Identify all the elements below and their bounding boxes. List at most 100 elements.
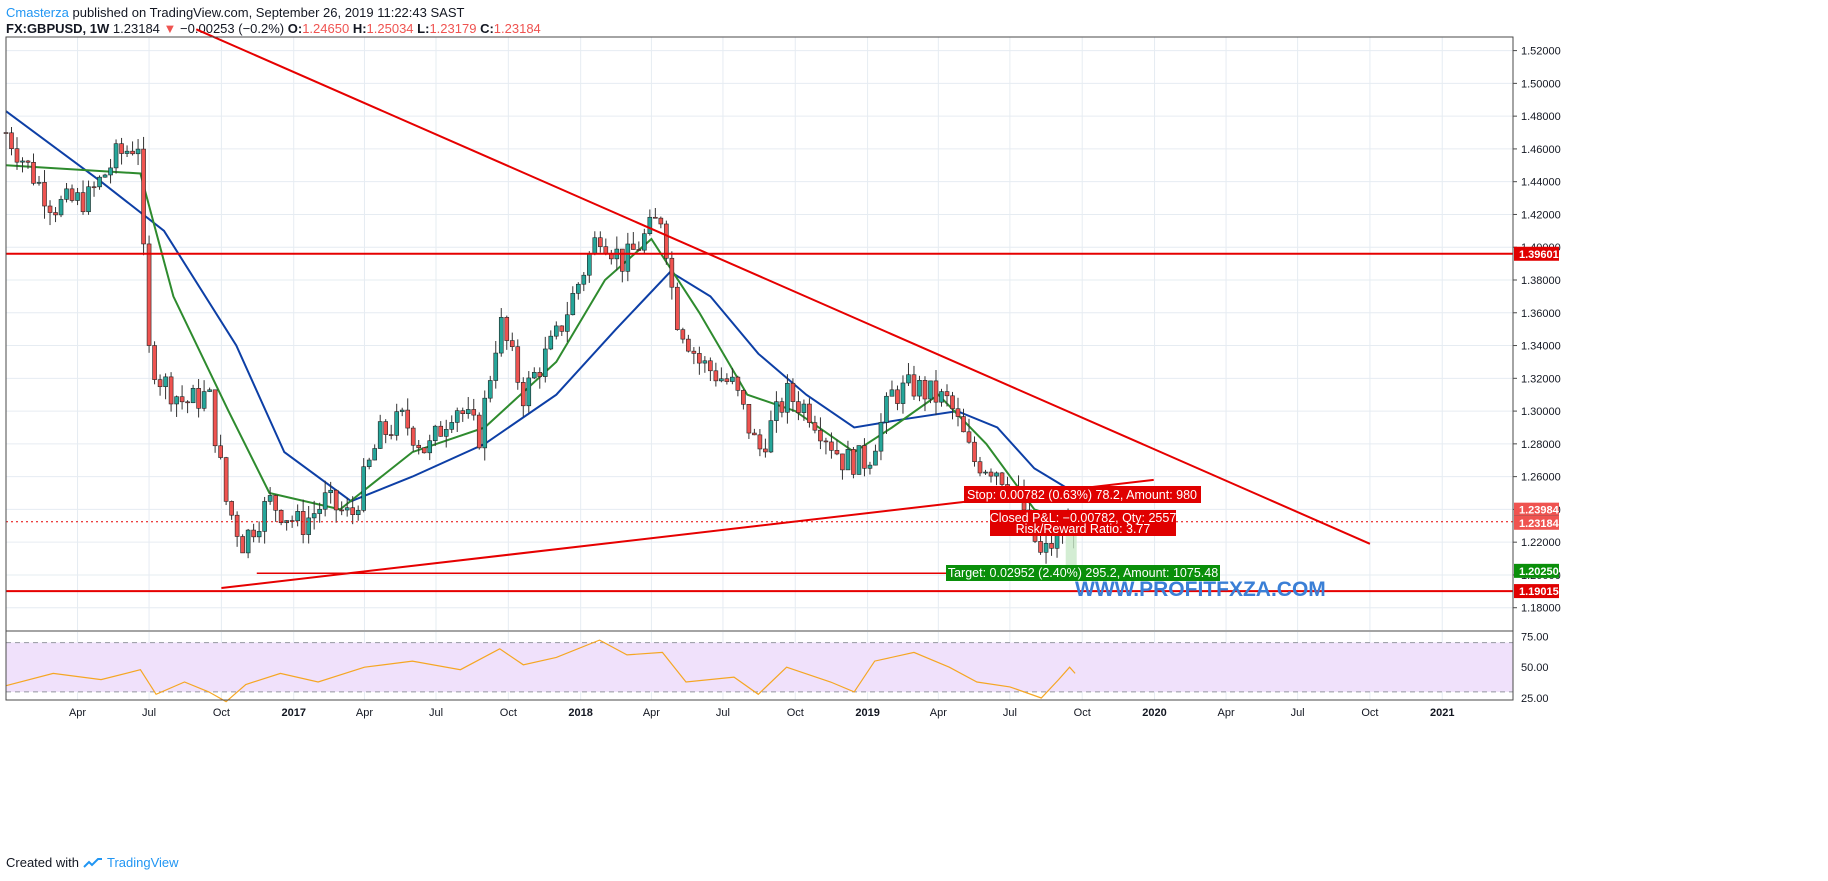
candle (796, 391, 801, 421)
candle (867, 461, 873, 475)
candle-body (427, 440, 433, 454)
candle-body (873, 450, 878, 466)
candle (752, 428, 757, 436)
candle-body (884, 395, 889, 423)
watermark: WWW.PROFITFXZA.COM (1075, 578, 1326, 601)
tradingview-link[interactable]: TradingView (106, 855, 179, 870)
candle-body (520, 382, 526, 407)
candle (642, 228, 647, 255)
price-label: 1.20250 (1514, 563, 1559, 578)
candle-body (922, 379, 928, 400)
price-tick-label: 1.46000 (1521, 144, 1561, 156)
author-link[interactable]: Cmasterza (6, 5, 69, 20)
candle (598, 231, 603, 253)
pnl-label-group: Closed P&L: −0.00782, Qty: 2557 Risk/Rew… (990, 510, 1176, 536)
candle-body (399, 409, 405, 412)
candle (218, 434, 223, 460)
candle (207, 387, 212, 393)
candle-body (928, 380, 933, 400)
candle (911, 365, 917, 400)
candle (20, 157, 25, 173)
candle (680, 327, 686, 344)
candle-body (311, 513, 317, 519)
candle (741, 389, 746, 410)
candle (432, 424, 438, 447)
candle-body (647, 216, 653, 234)
candle-body (306, 517, 311, 535)
candle (504, 315, 510, 350)
candle-body (443, 429, 449, 437)
candle-body (80, 192, 86, 213)
candle-body (9, 132, 14, 149)
candle (669, 251, 675, 300)
candle (394, 403, 400, 441)
price-label: 1.23984 (1514, 502, 1560, 517)
time-tick-label: 2018 (568, 707, 592, 719)
symbol[interactable]: FX:GBPUSD, 1W (6, 21, 110, 36)
candle (801, 399, 807, 421)
candle-body (977, 461, 983, 474)
created-with-text: Created with (6, 855, 79, 870)
candle-body (746, 403, 752, 434)
price-tick-label: 1.50000 (1521, 78, 1561, 90)
low-value: 1.23179 (429, 21, 477, 36)
candle-body (509, 340, 515, 347)
candle-body (691, 350, 697, 354)
target-zone (1065, 521, 1077, 571)
time-tick-label: 2021 (1430, 707, 1454, 719)
candle-body (130, 150, 135, 155)
candle-body (988, 471, 994, 477)
stop-label: Stop: 0.00782 (0.63%) 78.2, Amount: 980 (967, 488, 1197, 502)
target-label-group: Target: 0.02952 (2.40%) 295.2, Amount: 1… (946, 565, 1220, 581)
candle (245, 528, 251, 559)
price-tick-label: 1.44000 (1521, 177, 1561, 189)
candle-body (438, 425, 444, 437)
candle (999, 471, 1005, 487)
candle-body (190, 387, 196, 404)
candle (922, 376, 928, 412)
candle-body (471, 409, 477, 416)
candle-body (240, 536, 245, 554)
candle-body (504, 317, 510, 341)
candle (58, 195, 64, 218)
candle-body (856, 445, 862, 475)
candle-body (686, 338, 691, 352)
target-label-bg (946, 565, 1220, 581)
candle-body (432, 425, 438, 442)
candle-body (295, 511, 300, 522)
candle-body (460, 410, 466, 414)
candle (80, 180, 86, 215)
price-label: 1.19015 (1514, 584, 1559, 599)
candle-body (757, 434, 763, 450)
candle (311, 500, 317, 530)
candle-body (185, 401, 190, 404)
candle (9, 127, 14, 156)
candle-body (735, 376, 741, 391)
candle-body (851, 449, 856, 475)
candle-body (966, 431, 972, 443)
candle-body (498, 317, 504, 354)
candle (179, 385, 185, 410)
time-tick-label: Oct (1074, 707, 1091, 719)
candle (531, 367, 537, 380)
candle (631, 232, 636, 250)
candle (262, 496, 267, 544)
time-axis: Apr Jul Oct 2017 Apr Jul Oct 2018 Apr Jul Oct 2019 A… (69, 707, 1455, 719)
candle (141, 136, 146, 256)
candle (350, 496, 355, 525)
candle (223, 456, 229, 506)
candle-body (53, 212, 58, 216)
candle-body (86, 186, 91, 213)
panel-frame (5, 36, 1514, 701)
candle-body (1038, 541, 1043, 553)
candle (944, 384, 950, 407)
candle (75, 187, 80, 206)
time-tick-label: Apr (1218, 707, 1235, 719)
time-tick-label: 2019 (855, 707, 879, 719)
candle-body (653, 216, 658, 219)
candle-body (730, 376, 735, 382)
candle-body (724, 378, 730, 382)
stop-label-bg (964, 486, 1201, 503)
candle-body (906, 374, 911, 384)
